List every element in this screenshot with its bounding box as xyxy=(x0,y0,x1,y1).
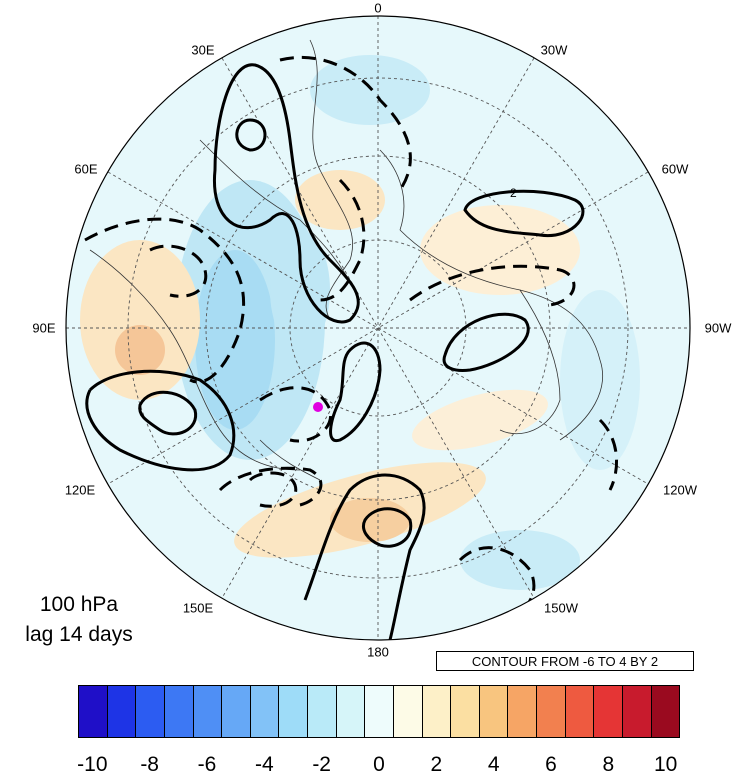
pressure-level-label: 100 hPa xyxy=(39,593,119,616)
marker-point xyxy=(313,402,323,412)
colorbar-swatch xyxy=(621,686,651,737)
colorbar-tick-label: -2 xyxy=(312,753,331,776)
colorbar-swatch xyxy=(249,686,279,737)
longitude-label-90w: 90W xyxy=(704,320,732,336)
colorbar-swatch xyxy=(135,686,164,737)
longitude-label-90e: 90E xyxy=(32,320,56,336)
colorbar-swatch xyxy=(650,686,680,737)
longitude-label-180: 180 xyxy=(367,644,389,660)
dashed-contours xyxy=(84,55,619,617)
solid-contours xyxy=(85,63,585,640)
contour-value-label: 2 xyxy=(510,186,517,200)
longitude-label-120e: 120E xyxy=(64,482,96,498)
colorbar-swatch xyxy=(307,686,336,737)
longitude-label-60e: 60E xyxy=(74,161,98,177)
colorbar-swatch xyxy=(392,686,422,737)
colorbar-tick-label: 8 xyxy=(602,753,615,776)
colorbar-tick-label: 10 xyxy=(653,753,678,776)
lag-label: lag 14 days xyxy=(25,623,133,646)
graticule xyxy=(66,16,690,640)
colorbar-swatch xyxy=(192,686,222,737)
shaded-anomaly-field xyxy=(80,55,640,590)
longitude-label-150w: 150W xyxy=(544,600,578,616)
colorbar-tick-label: -8 xyxy=(140,753,159,776)
colorbar-swatch xyxy=(335,686,365,737)
contour-info-box: CONTOUR FROM -6 TO 4 BY 2 xyxy=(436,651,694,671)
colorbar-swatch xyxy=(364,686,393,737)
colorbar-swatch xyxy=(564,686,594,737)
colorbar-swatch xyxy=(221,686,250,737)
colorbar-swatch xyxy=(478,686,508,737)
colorbar-swatch xyxy=(278,686,307,737)
colorbar xyxy=(78,685,680,738)
map-boundary xyxy=(65,15,691,641)
colorbar-swatch xyxy=(421,686,451,737)
polar-stereographic-map: 2 xyxy=(65,15,691,641)
colorbar-tick-label: -4 xyxy=(254,753,274,776)
colorbar-swatch xyxy=(163,686,193,737)
colorbar-swatch xyxy=(79,686,107,737)
longitude-label-30w: 30W xyxy=(540,42,568,58)
longitude-label-30e: 30E xyxy=(191,42,215,58)
longitude-label-60w: 60W xyxy=(661,161,689,177)
colorbar-tick-label: 6 xyxy=(545,753,557,776)
colorbar-swatch xyxy=(450,686,479,737)
colorbar-swatch xyxy=(593,686,622,737)
colorbar-tick-label: 2 xyxy=(430,753,443,776)
colorbar-swatch xyxy=(507,686,536,737)
colorbar-tick-label: 4 xyxy=(487,753,500,776)
colorbar-swatch xyxy=(536,686,565,737)
longitude-label-0: 0 xyxy=(374,0,382,16)
colorbar-tick-label: -10 xyxy=(77,753,108,776)
colorbar-swatch xyxy=(106,686,136,737)
longitude-label-120w: 120W xyxy=(663,482,697,498)
longitude-label-150e: 150E xyxy=(182,600,214,616)
colorbar-tick-label: -6 xyxy=(197,753,217,776)
colorbar-tick-label: 0 xyxy=(373,753,385,776)
